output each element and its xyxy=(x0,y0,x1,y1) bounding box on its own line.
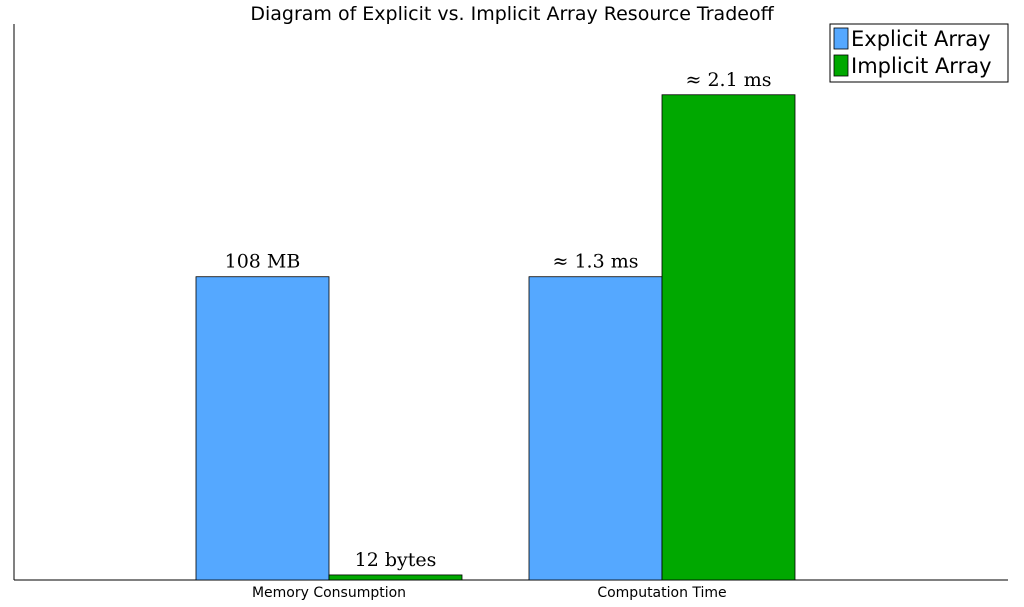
legend-label-implicit: Implicit Array xyxy=(851,54,992,78)
bar-label-implicit-1: ≈ 2.1 ms xyxy=(686,69,772,91)
bar-explicit-0 xyxy=(195,276,330,581)
bar-label-implicit-0: 12 bytes xyxy=(355,549,437,571)
axes xyxy=(13,24,1008,581)
bars xyxy=(195,94,796,581)
legend-swatch-implicit xyxy=(833,54,849,77)
legend-box xyxy=(829,23,1009,83)
x-tick-labels: Memory Consumption Computation Time xyxy=(252,585,727,601)
bar-explicit-1 xyxy=(528,276,663,581)
bar-label-explicit-1: ≈ 1.3 ms xyxy=(553,251,639,273)
bar-implicit-1 xyxy=(661,94,796,581)
bar-label-explicit-0: 108 MB xyxy=(225,251,301,273)
legend-label-explicit: Explicit Array xyxy=(851,27,991,51)
x-tick-label-0: Memory Consumption xyxy=(252,585,406,601)
legend: Explicit Array Implicit Array xyxy=(829,23,1009,83)
bar-implicit-0 xyxy=(328,574,463,581)
bar-labels: 108 MB 12 bytes ≈ 1.3 ms ≈ 2.1 ms xyxy=(225,69,772,571)
legend-swatch-explicit xyxy=(833,27,849,50)
x-tick-label-1: Computation Time xyxy=(597,585,726,601)
chart-title: Diagram of Explicit vs. Implicit Array R… xyxy=(250,3,774,25)
